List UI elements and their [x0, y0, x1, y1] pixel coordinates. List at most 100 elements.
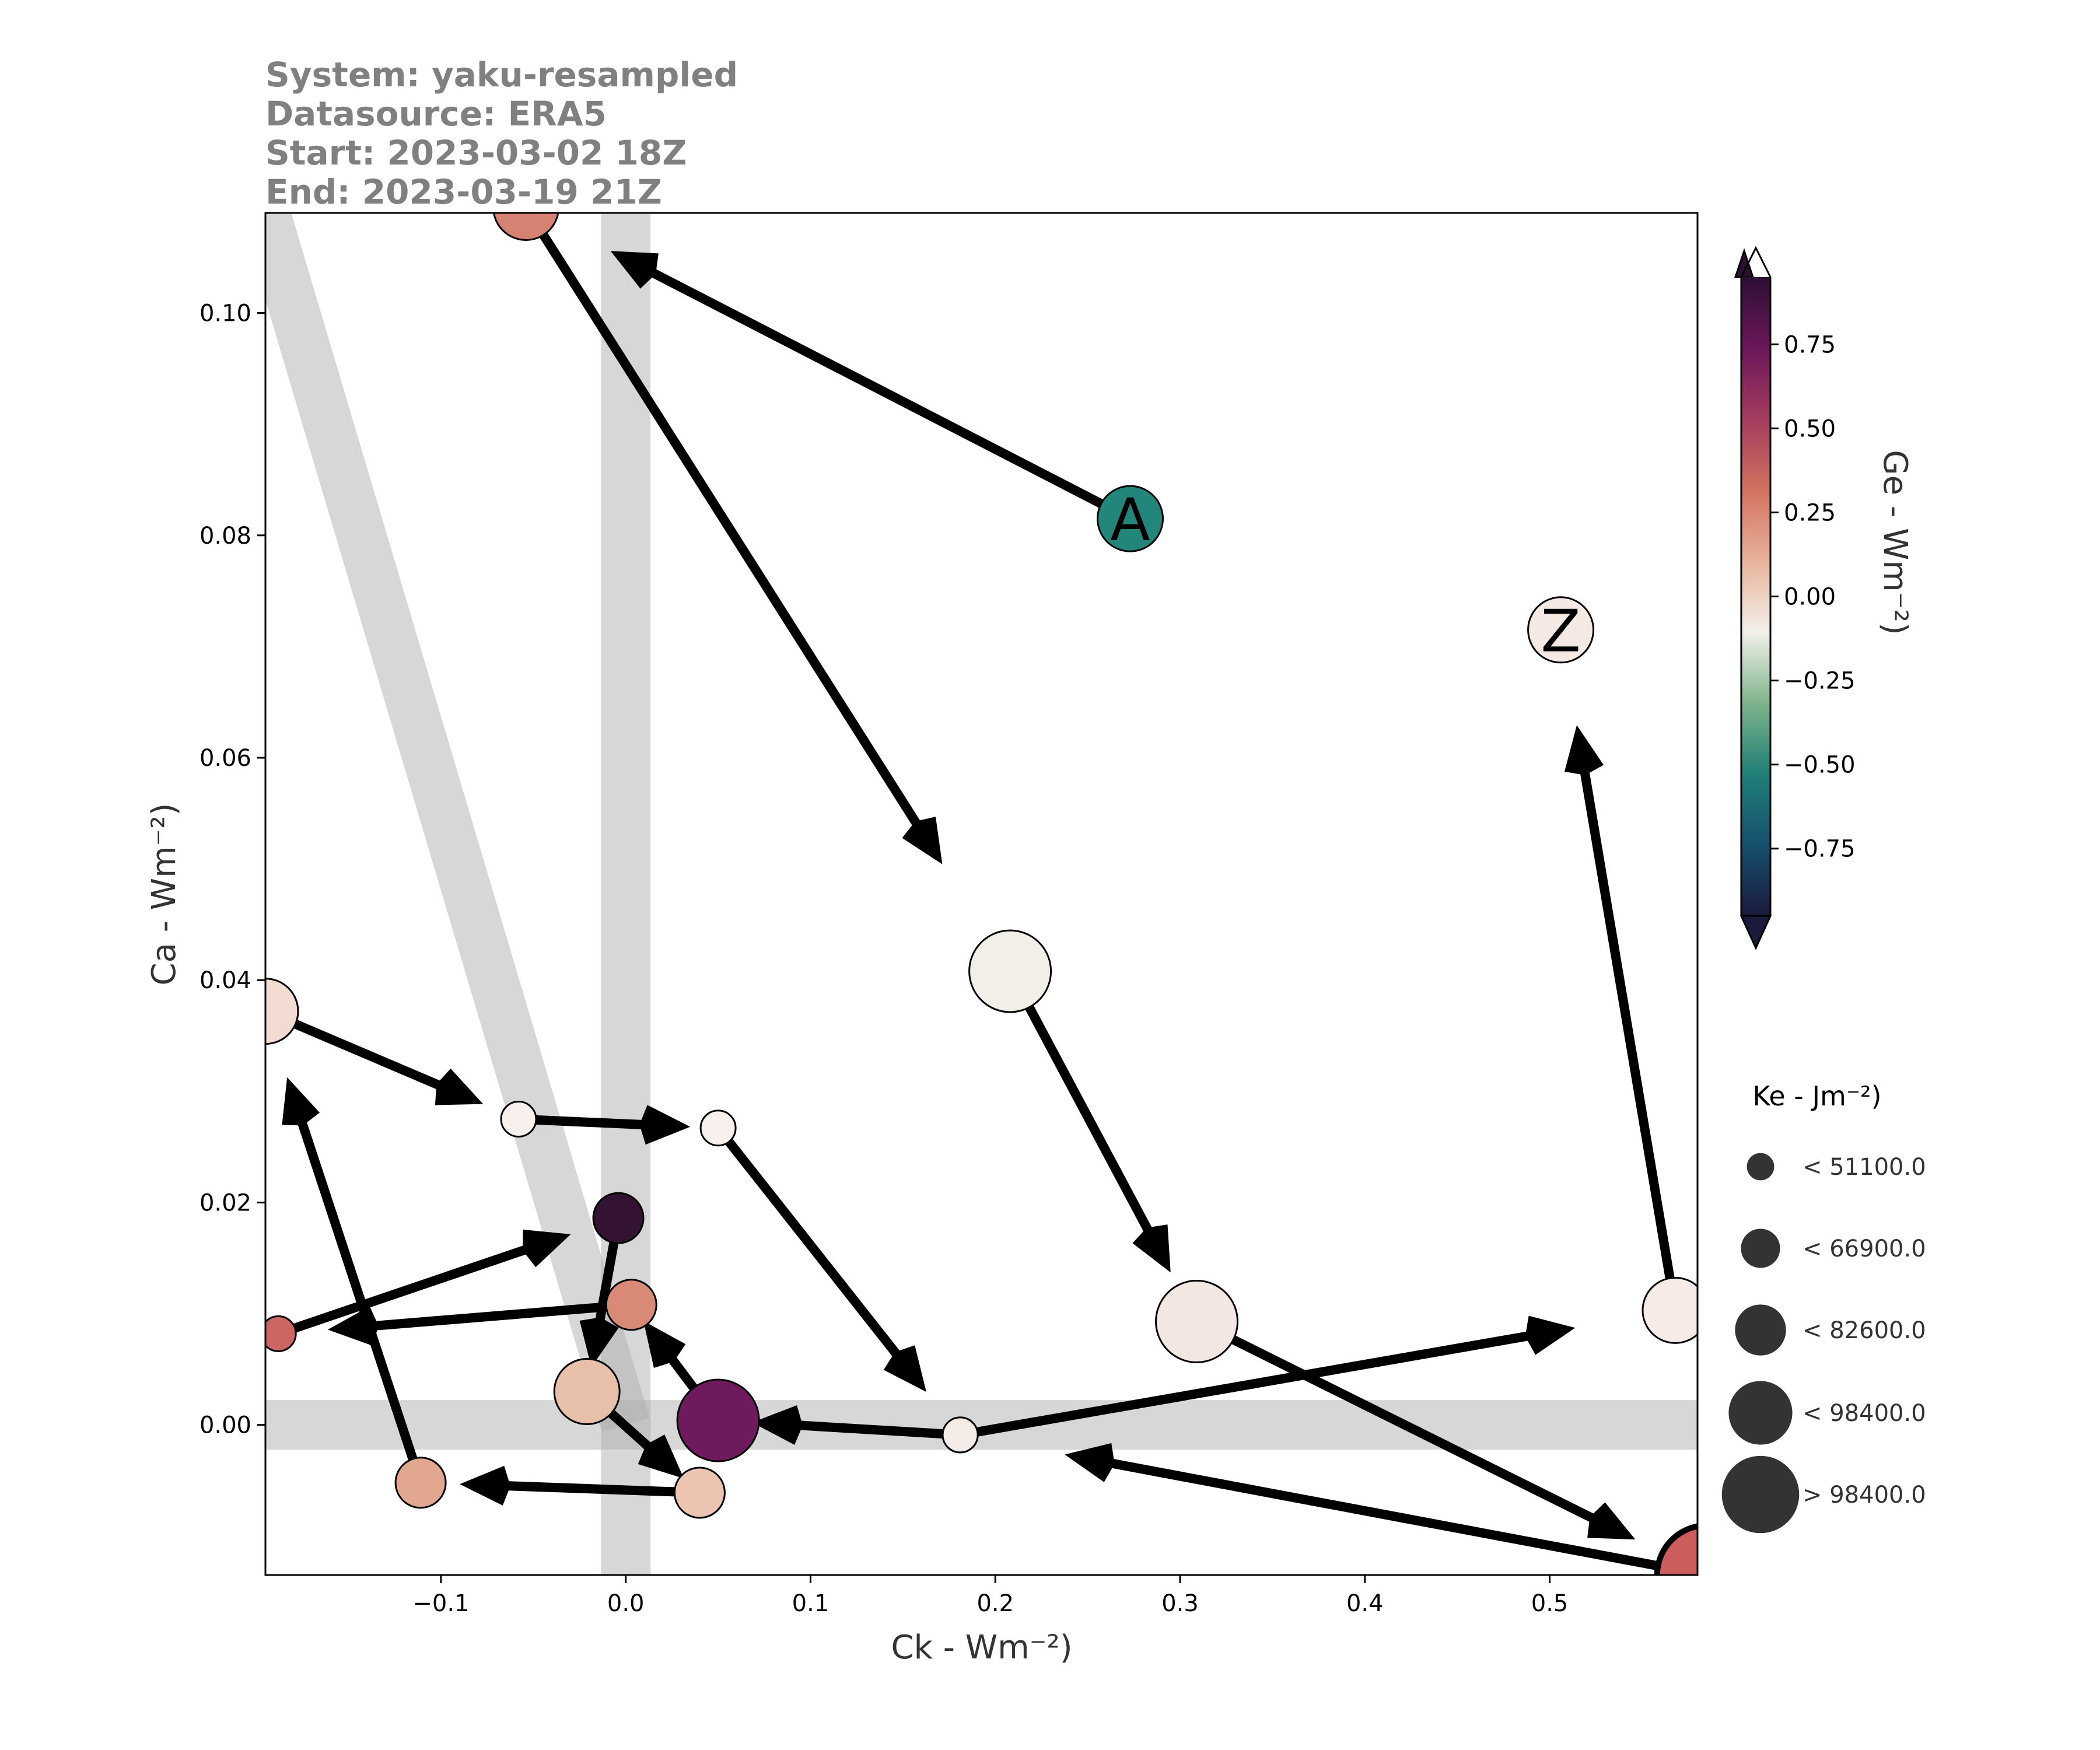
size-legend-label: < 66900.0: [1803, 1236, 1926, 1262]
trajectory-arrow-shaft: [959, 1331, 1533, 1440]
y-tick-label: 0.10: [200, 300, 251, 327]
x-axis-label: Ck - Wm⁻²): [891, 1629, 1072, 1667]
trajectory-arrow-head: [460, 1465, 511, 1506]
trajectory-arrow-head: [643, 1321, 686, 1368]
data-point: [968, 929, 1052, 1013]
colorbar-extend-bottom: [1740, 915, 1772, 950]
x-axis-ticks: −0.1 0.0 0.1 0.2 0.3 0.4 0.5: [412, 1575, 1568, 1617]
y-tick-label: 0.02: [200, 1189, 251, 1216]
y-axis-label: Ca - Wm⁻²): [145, 803, 183, 985]
start-marker-label: A: [1110, 486, 1150, 554]
band-diagonal: [265, 213, 650, 1432]
trajectory-arrow-head: [638, 1434, 684, 1479]
size-legend-marker: [1721, 1455, 1800, 1534]
x-tick-label: 0.4: [1346, 1590, 1384, 1617]
x-tick-label: 0.2: [977, 1590, 1014, 1617]
data-points: [265, 213, 1698, 1575]
trajectory-arrow-head: [639, 1105, 691, 1145]
colorbar-ticks: 0.75 0.50 0.25 0.00 −0.25 −0.50 −0.75: [1770, 331, 1856, 863]
trajectory-arrow-shaft: [276, 1244, 531, 1338]
data-point: [1155, 1279, 1239, 1363]
colorbar-tick-label: −0.75: [1784, 836, 1856, 863]
data-point: [605, 1279, 657, 1331]
x-tick-label: 0.5: [1531, 1590, 1569, 1617]
trajectory-arrow-head: [579, 1317, 619, 1367]
y-tick-label: 0.08: [200, 523, 251, 550]
data-point: [673, 1466, 726, 1519]
data-point: [265, 1315, 297, 1352]
trajectory-arrow-head: [1065, 1443, 1115, 1482]
trajectory-arrow-shaft: [1194, 1317, 1598, 1524]
colorbar-outline: [1740, 246, 1772, 950]
x-tick-label: 0.0: [607, 1590, 645, 1617]
trajectory-arrow-head: [282, 1077, 320, 1126]
data-point: [1654, 1523, 1698, 1575]
colorbar-gradient: [1741, 277, 1770, 916]
end-marker-label: Z: [1541, 597, 1581, 665]
trajectory-arrow-head: [1564, 725, 1604, 775]
start-end-markers: A Z: [1110, 486, 1581, 666]
y-tick-label: 0.06: [200, 745, 251, 772]
x-tick-label: 0.3: [1161, 1590, 1199, 1617]
colorbar: 0.75 0.50 0.25 0.00 −0.25 −0.50 −0.75 Ge - Wm⁻…: [1734, 246, 1914, 950]
colorbar-tick-label: −0.25: [1784, 668, 1856, 695]
start-point: [1097, 485, 1164, 552]
x-tick-label: −0.1: [412, 1590, 469, 1617]
trajectory-arrow-head: [523, 1229, 571, 1268]
trajectory-arrow-head: [1525, 1315, 1576, 1355]
size-legend-label: < 98400.0: [1803, 1400, 1926, 1427]
size-legend-marker: [1746, 1153, 1774, 1181]
trajectory-arrow-head: [1587, 1502, 1636, 1540]
header-start: Start: 2023-03-02 18Z: [265, 133, 687, 173]
colorbar-label: Ge - Wm⁻²): [1876, 450, 1914, 635]
data-point: [942, 1416, 979, 1454]
reference-bands: [265, 213, 1698, 1575]
y-tick-label: 0.04: [200, 967, 251, 994]
data-point: [699, 1110, 737, 1147]
trajectory-arrow-shaft: [370, 1300, 632, 1331]
plot-frame: [264, 212, 1699, 1576]
size-legend-marker: [1728, 1381, 1793, 1445]
header-datasource: Datasource: ERA5: [265, 94, 607, 134]
data-point: [553, 1357, 621, 1425]
header-text: System: yaku-resampled Datasource: ERA5 …: [265, 55, 738, 212]
trajectory-arrow-shaft: [1006, 969, 1154, 1236]
data-point: [500, 1100, 537, 1138]
trajectory-arrow-head: [435, 1068, 484, 1105]
colorbar-tick-label: 0.50: [1784, 415, 1836, 442]
colorbar-tick-label: 0.00: [1784, 584, 1836, 611]
trajectory-arrow-shaft: [518, 1114, 647, 1130]
trajectory-arrow-head: [752, 1405, 803, 1445]
band-y-zero: [265, 1400, 1698, 1450]
trajectory-arrow-shaft: [524, 213, 923, 830]
data-point: [265, 978, 299, 1045]
trajectory-arrow-head: [883, 1345, 926, 1392]
trajectory-arrow-head: [1132, 1224, 1171, 1273]
data-point: [394, 1457, 447, 1509]
colorbar-tick-label: 0.25: [1784, 499, 1836, 526]
size-legend-marker: [1735, 1304, 1786, 1356]
trajectory-arrow-shaft: [714, 1125, 903, 1361]
x-tick-label: 0.1: [792, 1590, 830, 1617]
size-legend-label: < 51100.0: [1803, 1154, 1926, 1181]
data-point: [492, 213, 559, 241]
trajectory-arrows: [265, 213, 1698, 1575]
size-legend-title: Ke - Jm⁻²): [1752, 1080, 1881, 1112]
trajectory-arrow-shaft: [1579, 767, 1680, 1311]
trajectory-arrow-shaft: [647, 267, 1133, 523]
end-point: [1527, 596, 1595, 664]
colorbar-tick-label: −0.50: [1784, 752, 1856, 779]
size-legend-marker: [1741, 1228, 1780, 1268]
size-legend: Ke - Jm⁻²) < 51100.0 < 66900.0 < 82600.0 < …: [1721, 1080, 1926, 1534]
colorbar-tick-label: 0.75: [1784, 331, 1836, 358]
trajectory-arrow-head: [610, 251, 659, 289]
header-system: System: yaku-resampled: [265, 55, 738, 94]
trajectory-arrow-shaft: [296, 1117, 425, 1485]
trajectory-arrow-shaft: [503, 1480, 700, 1497]
trajectory-arrow-shaft: [795, 1420, 961, 1440]
trajectory-arrow-head: [902, 817, 943, 864]
size-legend-label: < 82600.0: [1803, 1317, 1926, 1344]
data-point: [592, 1192, 645, 1244]
y-axis-ticks: 0.00 0.02 0.04 0.06 0.08 0.10: [200, 300, 265, 1439]
